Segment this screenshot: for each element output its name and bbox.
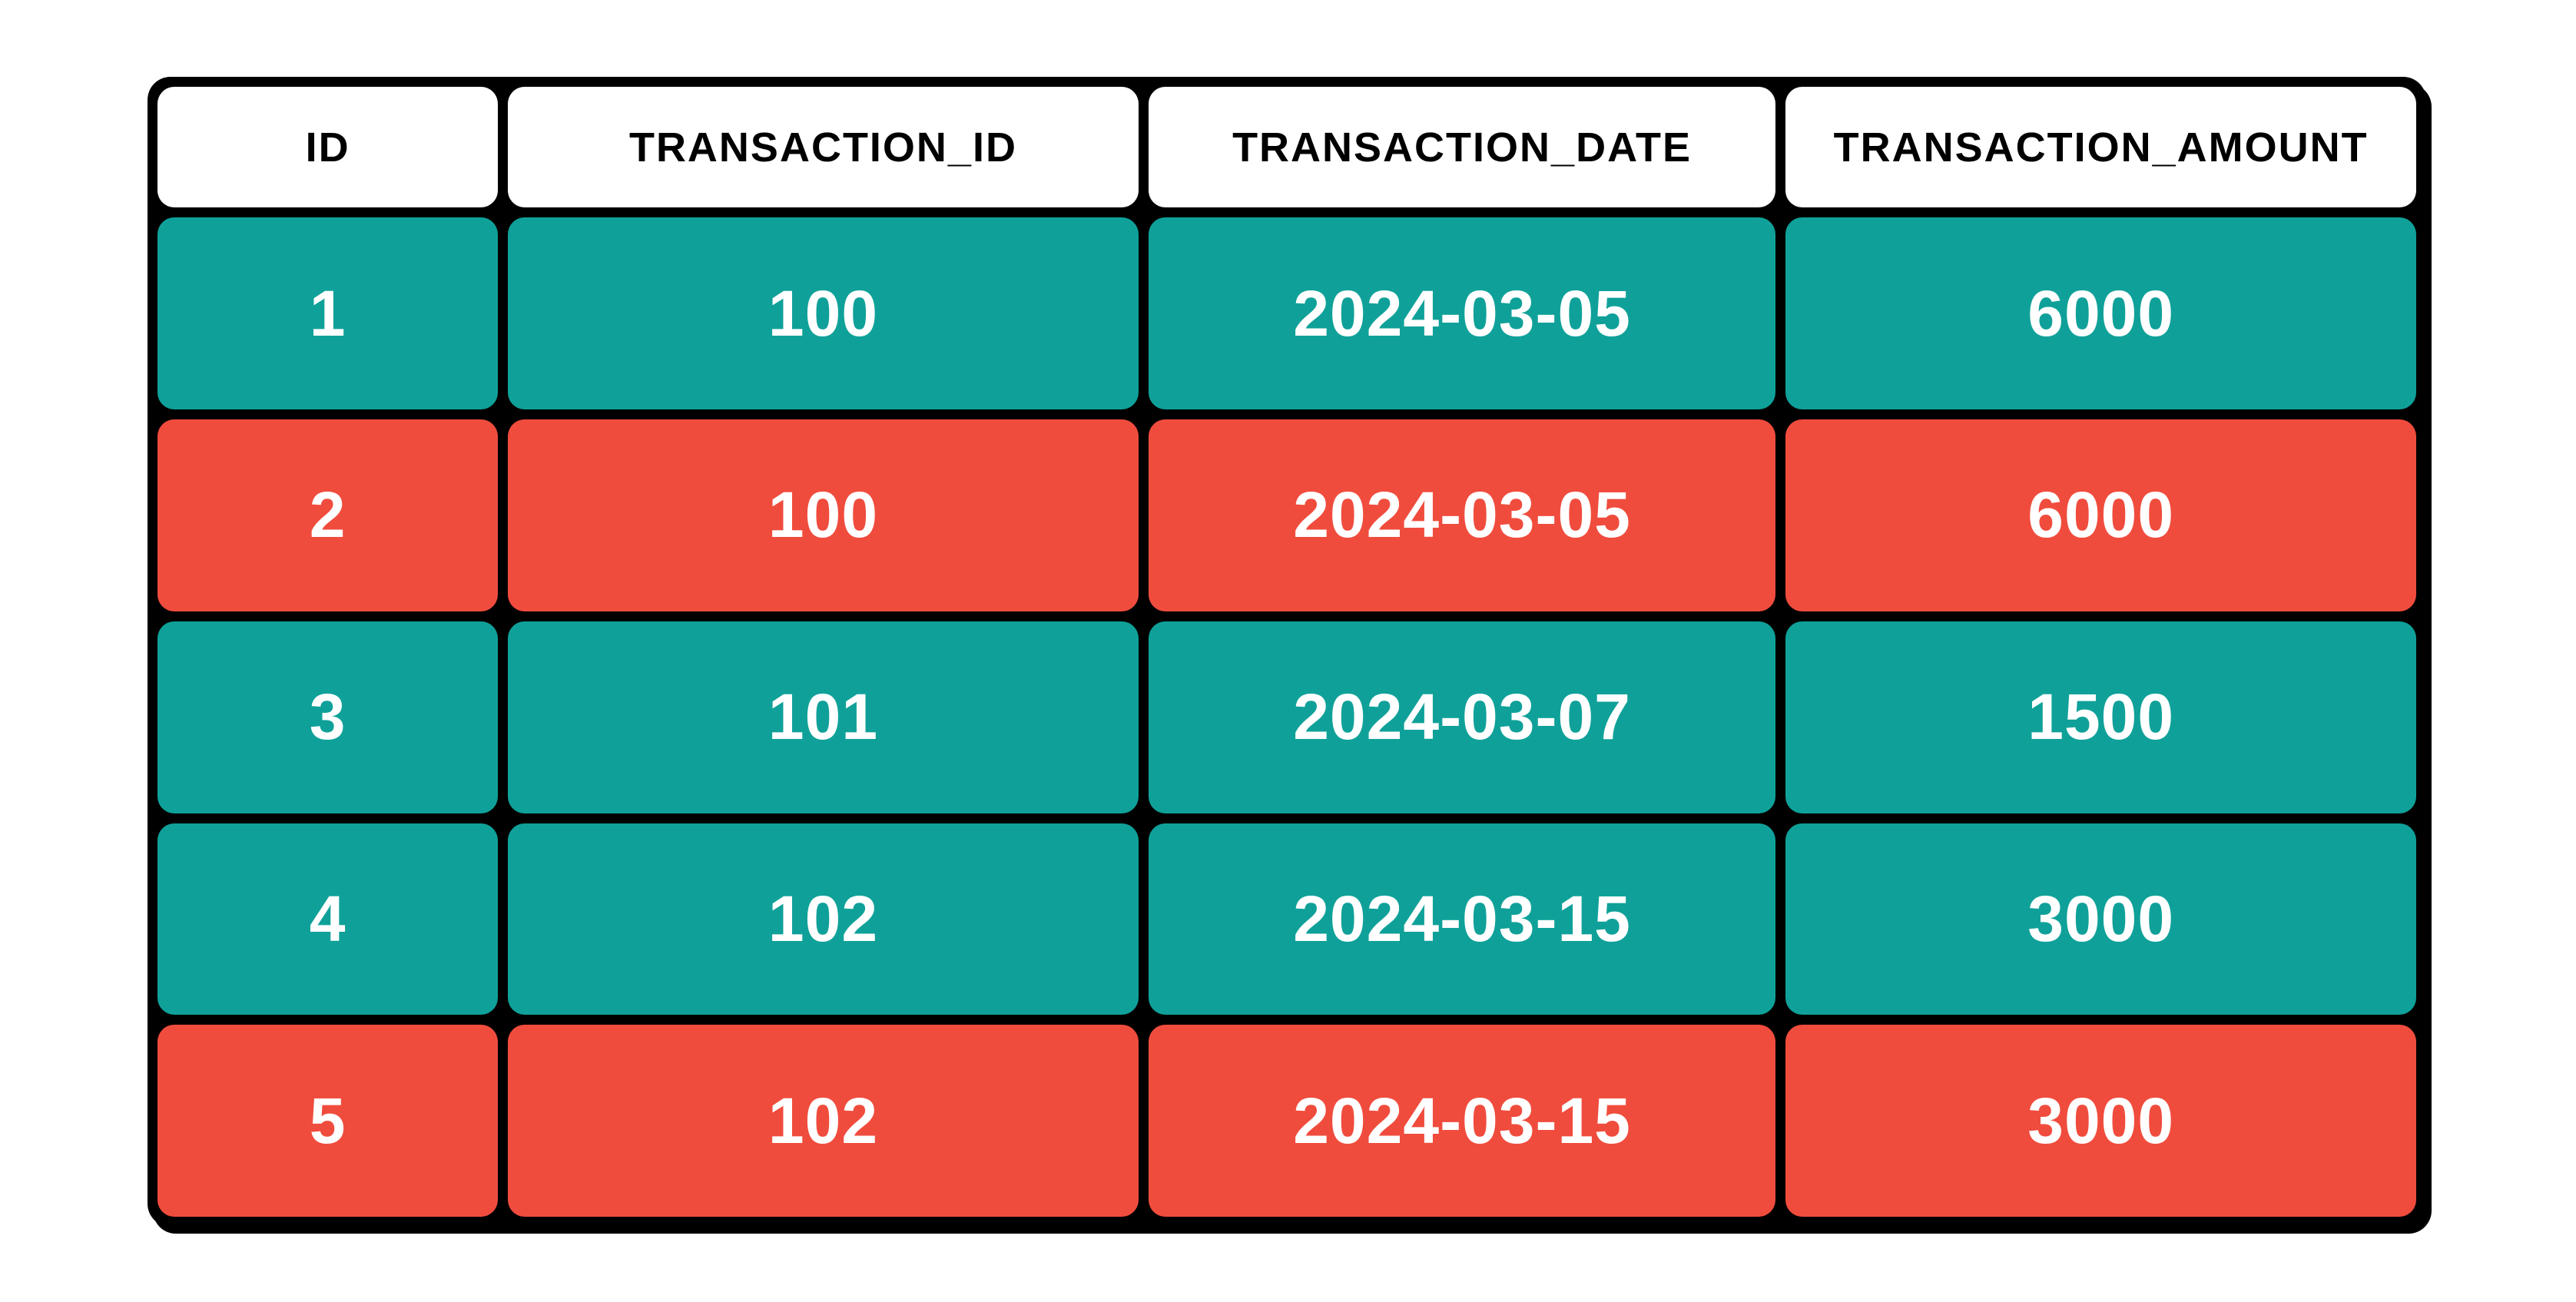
cell-transaction-id: 102 — [508, 823, 1139, 1015]
cell-transaction-amount: 6000 — [1785, 419, 2416, 611]
cell-transaction-amount: 6000 — [1785, 217, 2416, 410]
column-header-transaction-id: TRANSACTION_ID — [508, 87, 1139, 208]
cell-id: 2 — [157, 419, 499, 611]
cell-transaction-id: 100 — [508, 217, 1139, 410]
column-header-id: ID — [157, 87, 499, 208]
column-header-transaction-amount: TRANSACTION_AMOUNT — [1785, 87, 2416, 208]
cell-id: 3 — [157, 621, 499, 813]
cell-id: 5 — [157, 1025, 499, 1217]
cell-transaction-id: 100 — [508, 419, 1139, 611]
cell-id: 1 — [157, 217, 499, 410]
cell-transaction-amount: 1500 — [1785, 621, 2416, 813]
cell-transaction-id: 102 — [508, 1025, 1139, 1217]
column-header-transaction-date: TRANSACTION_DATE — [1148, 87, 1776, 208]
cell-transaction-date: 2024-03-05 — [1148, 217, 1776, 410]
cell-id: 4 — [157, 823, 499, 1015]
cell-transaction-date: 2024-03-05 — [1148, 419, 1776, 611]
cell-transaction-amount: 3000 — [1785, 823, 2416, 1015]
transactions-table: ID TRANSACTION_ID TRANSACTION_DATE TRANS… — [148, 77, 2426, 1227]
cell-transaction-id: 101 — [508, 621, 1139, 813]
cell-transaction-date: 2024-03-15 — [1148, 1025, 1776, 1217]
cell-transaction-date: 2024-03-15 — [1148, 823, 1776, 1015]
cell-transaction-date: 2024-03-07 — [1148, 621, 1776, 813]
cell-transaction-amount: 3000 — [1785, 1025, 2416, 1217]
